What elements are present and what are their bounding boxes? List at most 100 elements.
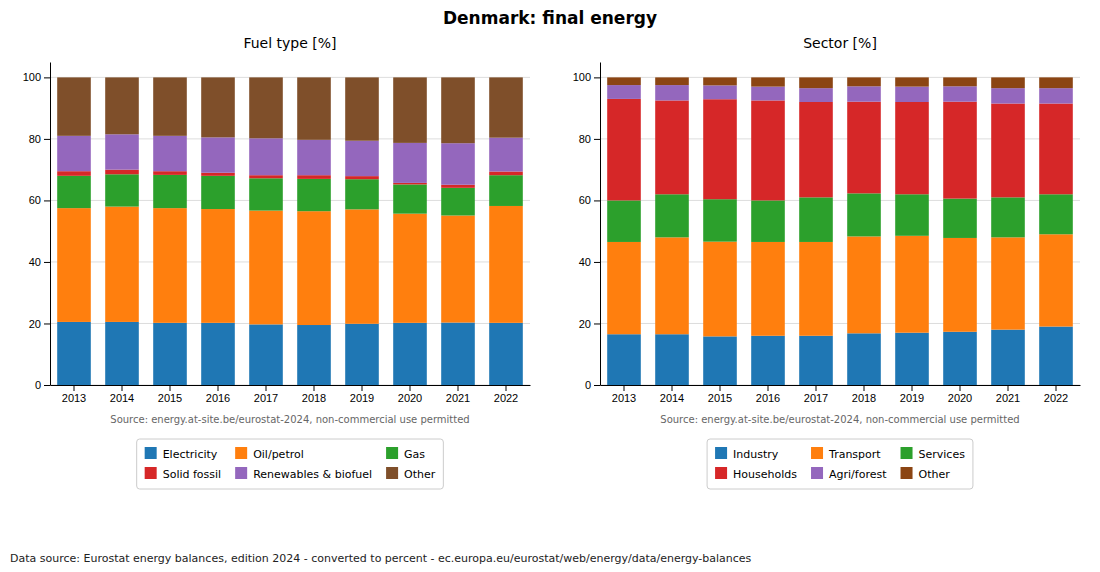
bar [297,211,331,325]
x-tick-label: 2021 [446,392,470,404]
legend: IndustryTransportServicesHouseholdsAgri/… [707,439,973,489]
bar [895,333,929,385]
y-tick: 20 [29,317,50,329]
bar [991,88,1025,103]
x-tick-mark [864,385,865,391]
x-tick-label: 2013 [62,392,86,404]
bar [393,183,427,185]
x-tick: 2022 [494,385,518,404]
x-tick: 2014 [660,385,684,404]
bar [1039,194,1073,234]
legend-item: Services [901,447,966,461]
bar [393,184,427,213]
legend-item: Industry [715,447,779,461]
legend: ElectricityOil/petrolGasSolid fossilRene… [137,439,444,489]
x-tick-label: 2022 [1044,392,1068,404]
x-tick-mark [672,385,673,391]
bar [105,207,139,322]
x-tick-mark [458,385,459,391]
bars [57,77,523,385]
legend-label: Industry [733,448,779,461]
legend-swatch [901,467,913,479]
x-tick: 2018 [852,385,876,404]
bar [703,77,737,85]
y-tick-label: 60 [579,194,591,206]
bar [655,77,689,85]
y-tick: 80 [579,133,600,145]
legend-label: Oil/petrol [253,448,304,461]
bar [153,323,187,385]
x-tick-label: 2017 [254,392,278,404]
bar [441,216,475,323]
x-tick-label: 2013 [612,392,636,404]
x-tick: 2020 [398,385,422,404]
chart-panel: 2013201420152016201720182019202020212022… [23,35,531,489]
legend-swatch [811,447,823,459]
bar [607,85,641,99]
bar [943,77,977,86]
legend-swatch [235,467,247,479]
bar [655,85,689,100]
chart-title: Fuel type [%] [243,35,336,51]
bottom-note: Data source: Eurostat energy balances, e… [10,552,752,565]
x-tick-label: 2015 [708,392,732,404]
series [607,327,1073,385]
bar [751,336,785,385]
legend-item: Other [386,467,436,481]
y-tick: 100 [573,71,600,83]
bar [105,170,139,175]
bar [847,333,881,385]
bar [943,238,977,332]
bar [847,77,881,86]
y-tick-label: 20 [29,317,41,329]
y-tick-label: 100 [573,71,591,83]
y-tick-label: 0 [585,379,591,391]
bar [441,143,475,185]
series [607,77,1073,88]
bar [1039,77,1073,88]
legend-swatch [145,467,157,479]
x-tick-label: 2022 [494,392,518,404]
legend-item: Gas [386,447,425,461]
y-tick-label: 80 [579,133,591,145]
bar [655,237,689,334]
bar [297,77,331,139]
legend-item: Solid fossil [145,467,221,481]
y-tick-mark [594,200,600,201]
x-tick-label: 2016 [756,392,780,404]
bar [751,87,785,101]
legend-swatch [145,447,157,459]
bar [57,136,91,171]
bar [607,99,641,201]
legend-item: Other [901,467,951,481]
bar [895,236,929,333]
x-tick-mark [960,385,961,391]
x-tick: 2018 [302,385,326,404]
bar [751,77,785,86]
bar [489,323,523,385]
bar [1039,88,1073,103]
series [57,77,523,143]
bar [991,237,1025,329]
bar [105,174,139,206]
legend-swatch [386,447,398,459]
bar [489,172,523,176]
bar [489,175,523,206]
y-tick: 100 [23,71,50,83]
bar [297,175,331,179]
bar [991,77,1025,88]
x-tick-mark [720,385,721,391]
y-tick-label: 60 [29,194,41,206]
source-note: Source: energy.at-site.be/eurostat-2024,… [660,414,1019,425]
x-tick-mark [74,385,75,391]
bar [249,211,283,325]
legend-label: Transport [828,448,881,461]
y-tick: 20 [579,317,600,329]
x-tick-label: 2018 [852,392,876,404]
legend-frame [707,439,973,489]
bar [57,176,91,208]
bar [249,77,283,138]
bar [393,77,427,143]
bar [607,242,641,334]
bar [895,194,929,236]
